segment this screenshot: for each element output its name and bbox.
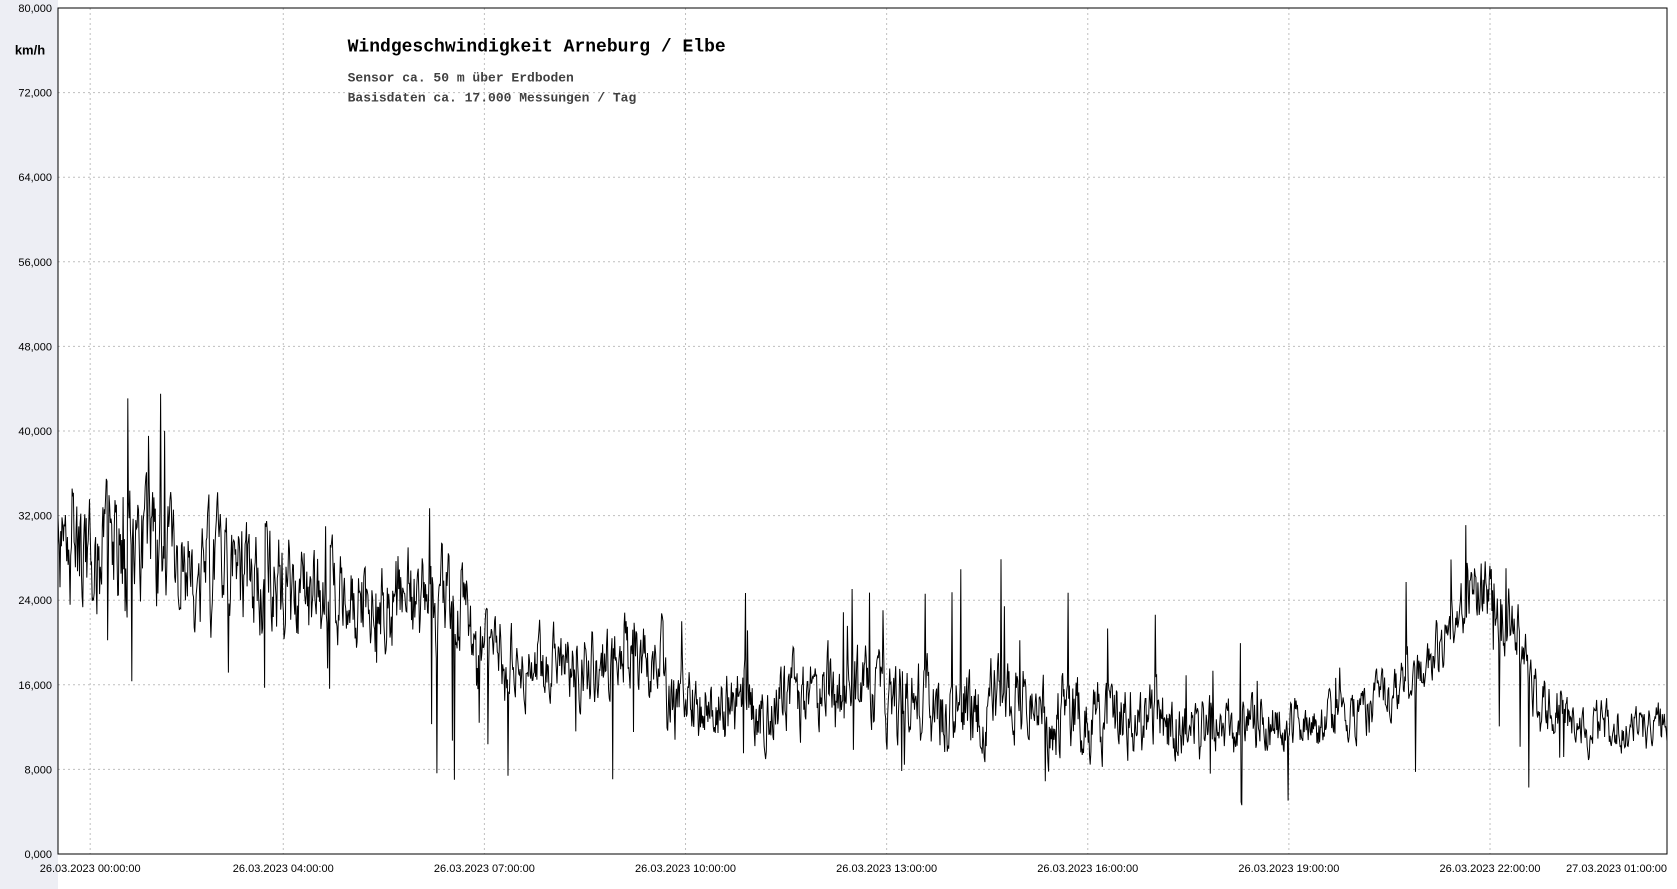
x-tick-label: 26.03.2023 00:00:00 — [40, 863, 141, 875]
x-tick-label: 27.03.2023 01:00:00 — [1566, 863, 1667, 875]
x-tick-label: 26.03.2023 10:00:00 — [635, 863, 736, 875]
y-tick-label: 56,000 — [18, 257, 52, 269]
y-tick-label: 24,000 — [18, 595, 52, 607]
y-tick-label: 0,000 — [24, 849, 52, 861]
y-axis-unit-label: km/h — [15, 42, 45, 57]
y-tick-label: 40,000 — [18, 426, 52, 438]
chart-subtitle-2: Basisdaten ca. 17.000 Messungen / Tag — [348, 91, 637, 106]
chart-subtitle-1: Sensor ca. 50 m über Erdboden — [348, 71, 574, 86]
x-tick-label: 26.03.2023 22:00:00 — [1440, 863, 1541, 875]
y-tick-label: 32,000 — [18, 511, 52, 523]
y-tick-label: 8,000 — [24, 764, 52, 776]
y-tick-label: 64,000 — [18, 172, 52, 184]
x-tick-label: 26.03.2023 04:00:00 — [233, 863, 334, 875]
y-tick-label: 72,000 — [18, 88, 52, 100]
chart-title: Windgeschwindigkeit Arneburg / Elbe — [348, 38, 726, 58]
y-tick-label: 48,000 — [18, 341, 52, 353]
x-tick-label: 26.03.2023 13:00:00 — [836, 863, 937, 875]
y-tick-label: 16,000 — [18, 680, 52, 692]
x-tick-label: 26.03.2023 07:00:00 — [434, 863, 535, 875]
x-tick-label: 26.03.2023 16:00:00 — [1037, 863, 1138, 875]
y-tick-label: 80,000 — [18, 3, 52, 15]
x-tick-label: 26.03.2023 19:00:00 — [1238, 863, 1339, 875]
chart-container: 0,000 8,000 16,000 24,000 32,000 40,000 48,000… — [0, 0, 1677, 889]
wind-speed-chart: 0,000 8,000 16,000 24,000 32,000 40,000 48,000… — [0, 0, 1677, 889]
